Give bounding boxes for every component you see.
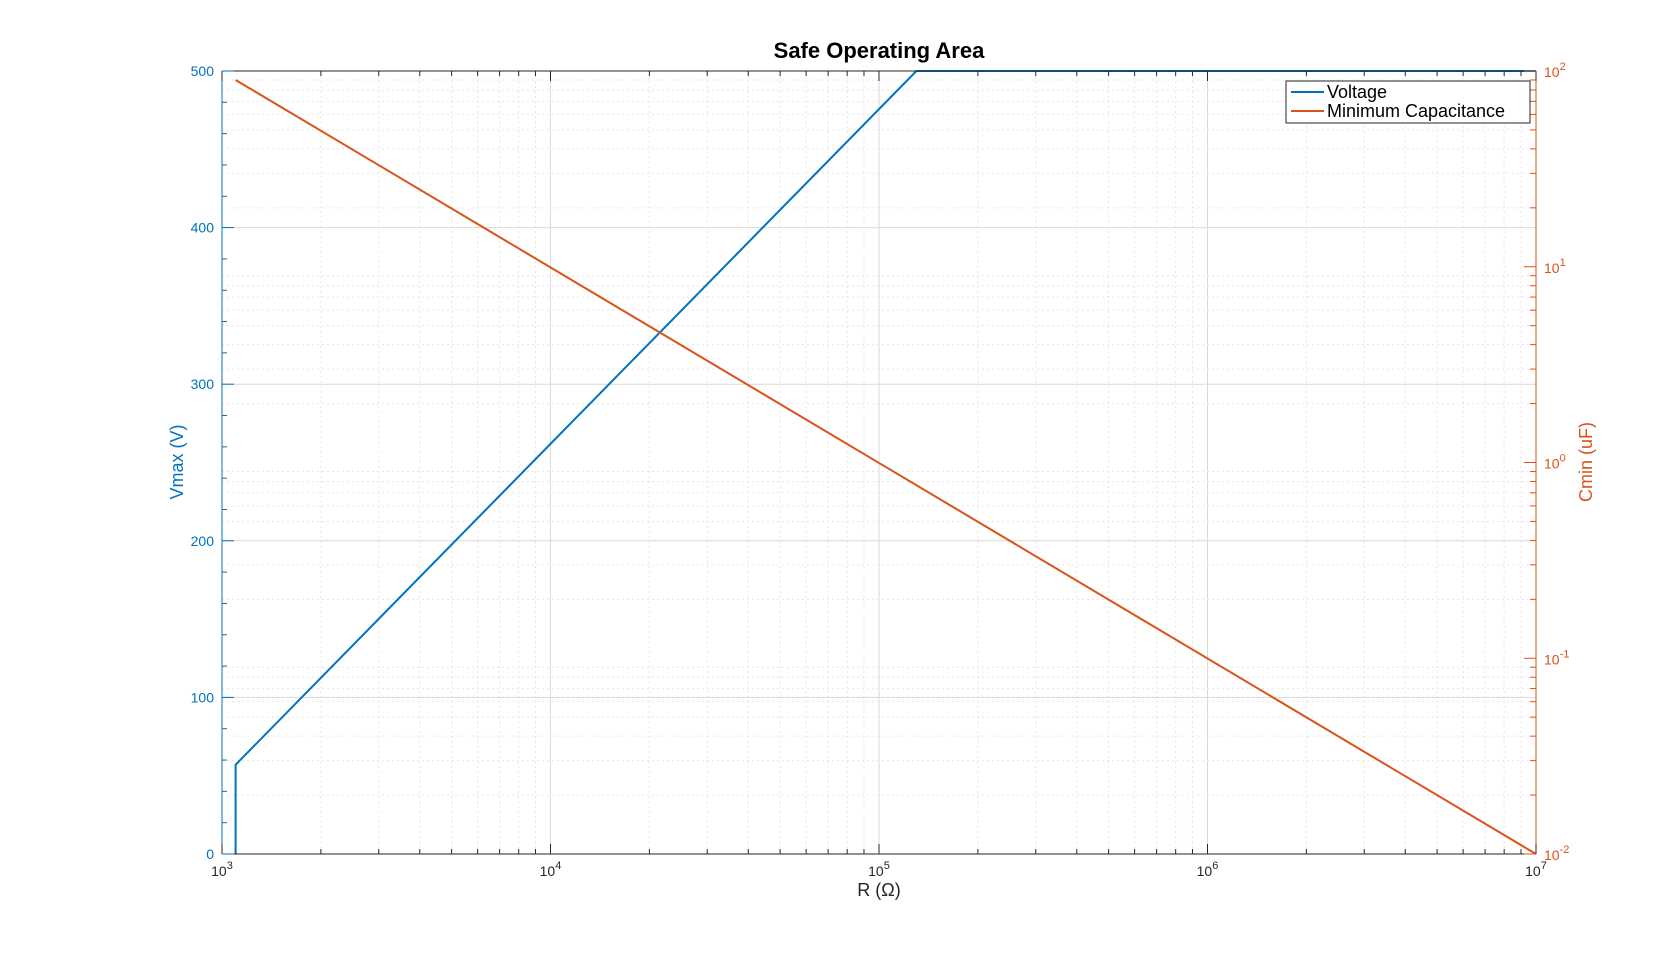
- y-axis-label-left: Vmax (V): [167, 424, 187, 499]
- y-left-tick-label: 0: [206, 846, 214, 862]
- x-tick-label: 104: [540, 860, 562, 879]
- legend-box: [1285, 80, 1531, 124]
- y-left-tick-label: 400: [191, 220, 215, 236]
- x-tick-label: 103: [211, 860, 233, 879]
- legend-label-minimum-capacitance: Minimum Capacitance: [1327, 101, 1505, 121]
- legend: Voltage Minimum Capacitance: [1285, 80, 1531, 124]
- x-tick-label: 105: [868, 860, 890, 879]
- y-axis-label-right: Cmin (uF): [1576, 422, 1596, 502]
- x-tick-label: 107: [1525, 860, 1547, 879]
- y-right-tick-label: 100: [1544, 453, 1566, 472]
- tick-labels: 103 104 105 106 107 0 100 200 300 400 500 10-2 10-1 1…: [191, 61, 1570, 879]
- y-right-tick-label: 101: [1544, 257, 1566, 276]
- grid: [222, 71, 1536, 854]
- x-tick-label: 106: [1197, 860, 1219, 879]
- y-left-tick-label: 500: [191, 63, 215, 79]
- y-right-tick-label: 10-1: [1544, 648, 1569, 667]
- axes: [221, 70, 1537, 855]
- y-left-tick-label: 300: [191, 376, 215, 392]
- legend-label-voltage: Voltage: [1327, 82, 1387, 102]
- chart-title: Safe Operating Area: [774, 38, 985, 63]
- y-left-tick-label: 200: [191, 533, 215, 549]
- series-line-minimum-capacitance: [235, 79, 1537, 855]
- x-axis-label: R (Ω): [857, 880, 900, 900]
- y-right-tick-label: 102: [1544, 61, 1566, 80]
- y-right-tick-label: 10-2: [1544, 844, 1569, 863]
- y-left-tick-label: 100: [191, 689, 215, 705]
